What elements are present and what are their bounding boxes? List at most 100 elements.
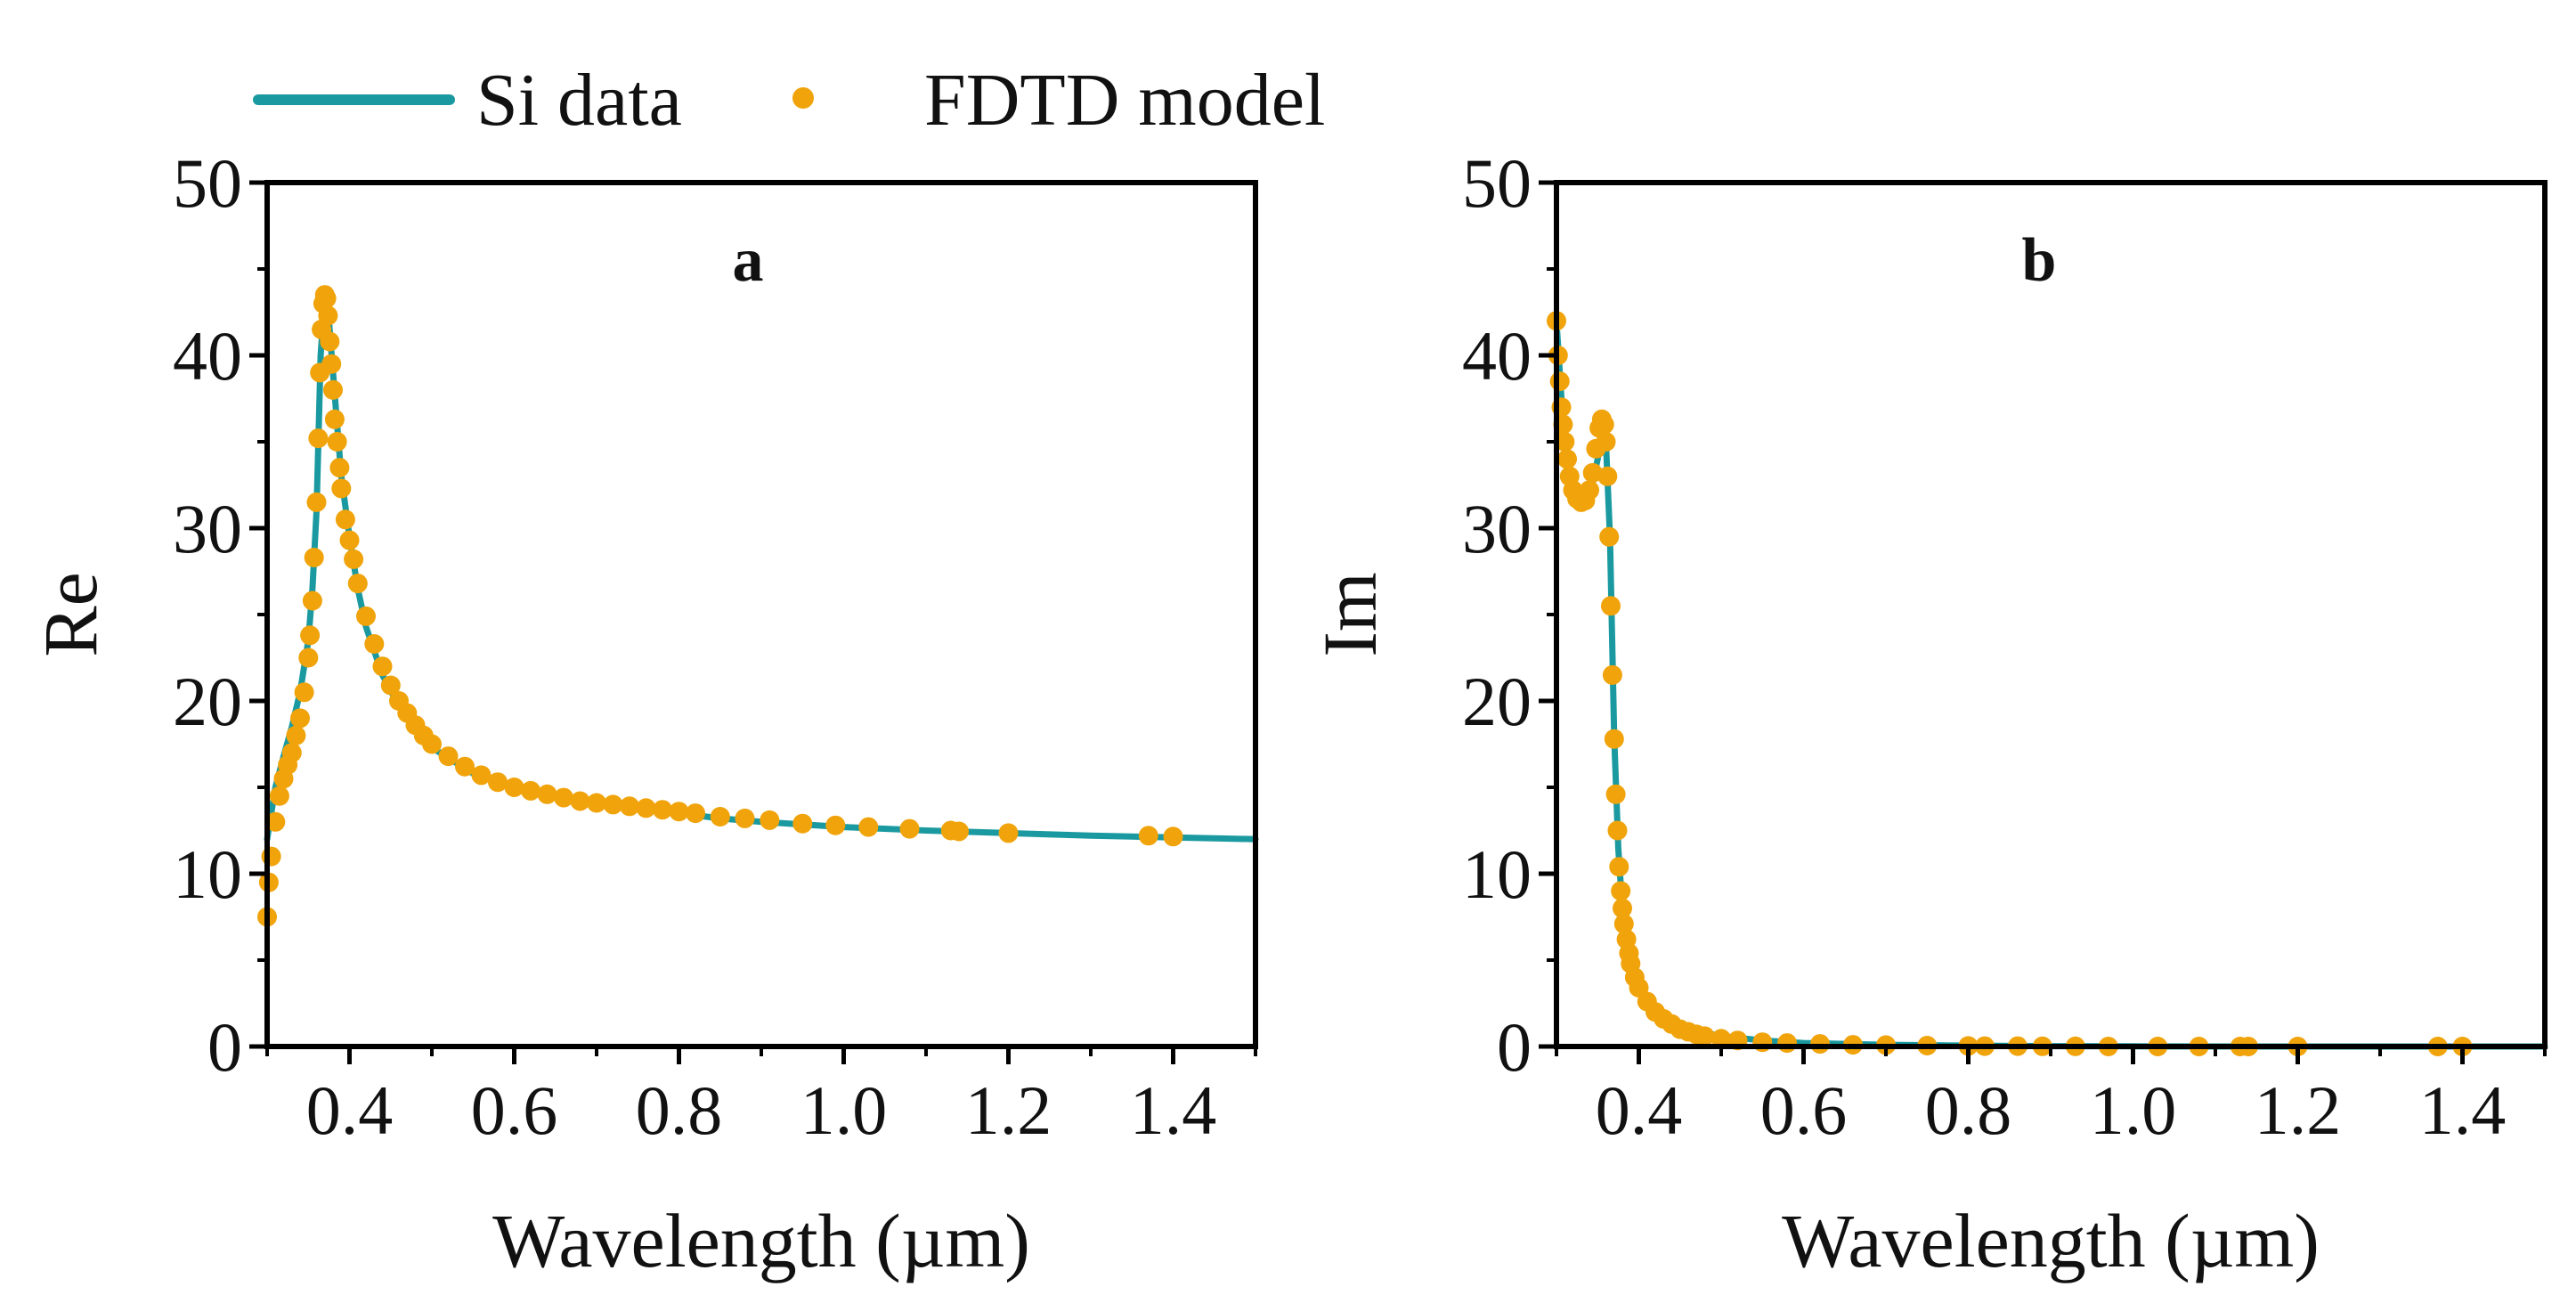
panel-a-fdtd-point xyxy=(438,746,459,767)
panel-a-fdtd-point xyxy=(1138,826,1158,846)
panel-a-fdtd-point xyxy=(318,305,338,326)
panel-a-fdtd-point xyxy=(620,796,639,817)
panel-a-y-tick-label: 40 xyxy=(173,317,242,395)
legend-si-data-label: Si data xyxy=(476,59,682,142)
panel-b-fdtd-point xyxy=(1582,462,1603,483)
panel-b-fdtd-point xyxy=(1557,449,1577,469)
panel-a-fdtd-point xyxy=(603,794,623,815)
panel-a-fdtd-point xyxy=(331,478,352,499)
panel-b-fdtd-point xyxy=(1580,480,1599,501)
panel-a-fdtd-point xyxy=(329,458,350,478)
panel-a-fdtd-point xyxy=(686,803,705,824)
panel-a-ticks: 0.4 0.6 0.8 1.0 1.2 1.4 0 10 20 30 40 50 xyxy=(173,144,1257,1149)
panel-b-fdtd-point xyxy=(1596,432,1616,452)
panel-a: 0.4 0.6 0.8 1.0 1.2 1.4 0 10 20 30 40 50 a Waveleng… xyxy=(28,144,1259,1283)
panel-a-fdtd-point xyxy=(304,548,324,567)
panel-a-fdtd-point xyxy=(521,780,540,801)
panel-b-y-tick-label: 50 xyxy=(1462,144,1532,222)
panel-a-fdtd-point xyxy=(760,810,780,830)
panel-a-fdtd-point xyxy=(858,817,879,837)
panel-a-y-tick-label: 20 xyxy=(173,663,242,740)
panel-a-fdtd-point xyxy=(321,354,342,374)
panel-a-fdtd-point xyxy=(323,379,343,400)
panel-a-fdtd-point xyxy=(710,807,730,827)
panel-a-fdtd-point xyxy=(554,787,573,808)
panel-b-fdtd-point xyxy=(1694,1026,1715,1046)
panel-a-fdtd-point xyxy=(356,606,376,626)
panel-b-fdtd-point xyxy=(1711,1029,1731,1049)
panel-b-x-tick-label: 1.0 xyxy=(2090,1071,2177,1149)
panel-a-fdtd-point xyxy=(455,756,475,777)
panel-a-fdtd-point xyxy=(504,778,524,797)
panel-b-ticks: 0.4 0.6 0.8 1.0 1.2 1.4 0 10 20 30 40 50 xyxy=(1462,144,2547,1149)
panel-a-x-tick-label: 0.4 xyxy=(306,1071,394,1149)
panel-b-fdtd-point xyxy=(1602,664,1622,685)
panel-b-fdtd-point xyxy=(1604,729,1624,749)
panel-b-si-data-line xyxy=(1553,317,2548,1050)
panel-b-fdtd-point xyxy=(1609,857,1629,877)
panel-b-y-axis-label: Im xyxy=(1307,572,1393,657)
panel-a-fdtd-point xyxy=(488,772,508,793)
panel-a-fdtd-point xyxy=(372,656,393,677)
panel-a-fdtd-point xyxy=(1163,827,1183,847)
panel-a-fdtd-point xyxy=(899,818,920,839)
panel-a-x-tick-label: 1.0 xyxy=(800,1071,888,1149)
panel-a-fdtd-point xyxy=(339,530,360,550)
panel-a-y-tick-label: 50 xyxy=(173,144,242,222)
panel-b-x-tick-label: 1.4 xyxy=(2419,1071,2507,1149)
panel-a-y-tick-label: 10 xyxy=(173,835,242,913)
panel-b-y-tick-label: 10 xyxy=(1462,835,1532,913)
panel-a-fdtd-point xyxy=(537,784,557,804)
panel-b-fdtd-point xyxy=(1607,820,1628,841)
panel-b-label: b xyxy=(2022,226,2057,295)
panel-a-x-tick-label: 0.8 xyxy=(636,1071,723,1149)
panel-b-fdtd-markers xyxy=(1547,311,2473,1056)
panel-a-fdtd-point xyxy=(669,802,689,822)
panel-a-x-axis-label: Wavelength (µm) xyxy=(492,1198,1030,1283)
panel-b-x-tick-label: 0.8 xyxy=(1925,1071,2012,1149)
panel-a-fdtd-point xyxy=(347,574,368,594)
panel-b-fdtd-point xyxy=(1594,414,1614,435)
panel-a-fdtd-point xyxy=(636,798,656,818)
legend: Si data FDTD model xyxy=(253,59,1325,142)
panel-a-fdtd-point xyxy=(265,811,286,832)
panel-a-fdtd-point xyxy=(471,765,492,786)
panel-b-fdtd-point xyxy=(1601,596,1621,616)
panel-a-si-data-line xyxy=(264,291,1259,843)
panel-a-fdtd-point xyxy=(998,823,1019,843)
panel-b-fdtd-point xyxy=(1611,881,1631,901)
panel-a-fdtd-point xyxy=(316,289,337,308)
panel-a-fdtd-point xyxy=(298,647,319,668)
panel-a-fdtd-point xyxy=(281,743,302,763)
panel-a-fdtd-point xyxy=(344,549,364,569)
panel-a-fdtd-point xyxy=(825,815,846,835)
panel-a-si-data-path xyxy=(264,291,1259,843)
legend-fdtd-model-label: FDTD model xyxy=(924,59,1325,142)
panel-a-fdtd-point xyxy=(327,432,347,452)
panel-b-y-tick-label: 30 xyxy=(1462,490,1532,567)
panel-a-fdtd-point xyxy=(335,509,355,530)
panel-a-fdtd-point xyxy=(380,675,401,696)
panel-a-fdtd-point xyxy=(306,492,327,512)
panel-b-x-tick-label: 0.4 xyxy=(1596,1071,1683,1149)
panel-b-y-tick-label: 20 xyxy=(1462,663,1532,740)
panel-b-x-axis-label: Wavelength (µm) xyxy=(1782,1198,2320,1283)
panel-a-fdtd-point xyxy=(300,625,321,646)
panel-a-x-tick-label: 1.4 xyxy=(1130,1071,1217,1149)
panel-a-x-tick-label: 0.6 xyxy=(471,1071,558,1149)
panel-a-fdtd-point xyxy=(587,793,606,813)
legend-fdtd-model-marker xyxy=(792,87,814,109)
panel-a-y-axis-label: Re xyxy=(28,572,113,657)
panel-a-y-tick-label: 30 xyxy=(173,490,242,567)
panel-a-fdtd-point xyxy=(308,428,329,449)
panel-b-si-data-path xyxy=(1553,317,2548,1050)
panel-a-fdtd-point xyxy=(286,725,306,745)
panel-a-fdtd-point xyxy=(261,846,281,867)
panel-a-x-tick-label: 1.2 xyxy=(965,1071,1052,1149)
panel-a-fdtd-point xyxy=(653,800,672,820)
panel-a-fdtd-point xyxy=(422,734,442,754)
panel-a-fdtd-point xyxy=(735,808,755,828)
panel-b-fdtd-point xyxy=(1613,898,1632,918)
panel-b-x-tick-label: 1.2 xyxy=(2255,1071,2342,1149)
